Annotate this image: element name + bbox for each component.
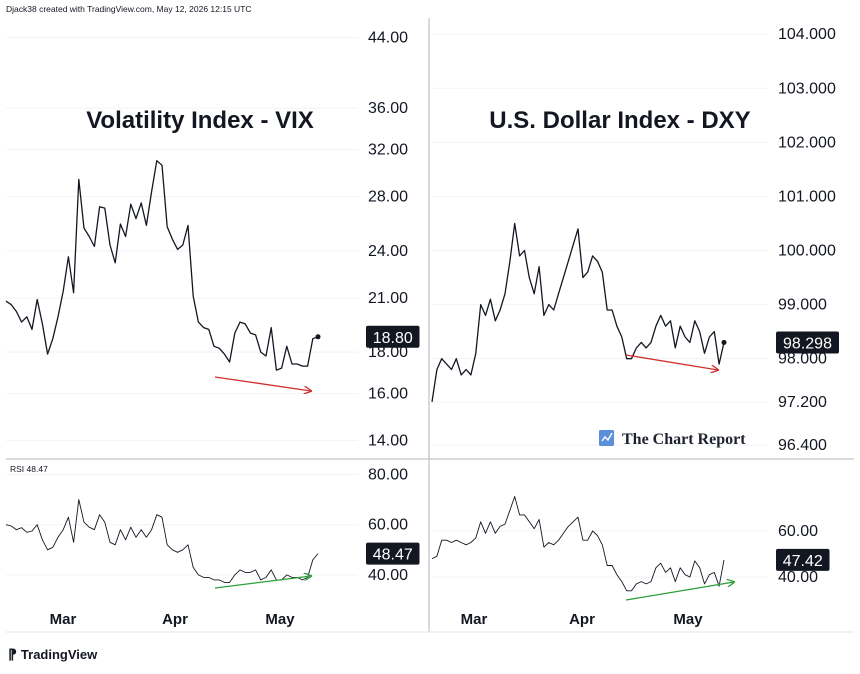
x-axis-label: Mar xyxy=(50,611,77,628)
y-tick-label: 80.00 xyxy=(368,467,408,484)
y-tick-label: 14.00 xyxy=(368,433,408,450)
chart-title: U.S. Dollar Index - DXY xyxy=(489,107,750,134)
y-tick-label: 21.00 xyxy=(368,290,408,307)
last-value-badge xyxy=(366,325,420,348)
trend-arrow xyxy=(625,582,734,601)
last-value-label: 18.80 xyxy=(373,330,413,347)
y-tick-label: 24.00 xyxy=(368,243,408,260)
y-tick-label: 96.400 xyxy=(778,437,827,454)
vix-price-last-point xyxy=(315,334,321,340)
y-tick-label: 60.00 xyxy=(778,523,818,540)
x-axis-label: May xyxy=(265,611,295,628)
grid-layer xyxy=(6,33,768,578)
dxy-price-series-line xyxy=(431,222,725,402)
x-axis-label: Apr xyxy=(162,611,188,628)
tradingview-logo-text: TradingView xyxy=(20,647,98,662)
y-tick-label: 104.000 xyxy=(778,26,836,43)
header-text: Djack38 created with TradingView.com, Ma… xyxy=(6,4,252,14)
y-tick-label: 100.000 xyxy=(778,243,836,260)
last-value-badge xyxy=(776,548,830,571)
trend-arrow xyxy=(214,576,311,589)
trend-arrow xyxy=(625,354,718,370)
y-tick-label: 40.00 xyxy=(778,569,818,586)
divider-layer xyxy=(6,18,854,633)
last-value-label: 47.42 xyxy=(783,553,823,570)
x-axis-label: Mar xyxy=(461,611,488,628)
y-tick-label: 16.00 xyxy=(368,386,408,403)
tradingview-icon: ⁋ xyxy=(8,646,17,662)
y-tick-label: 40.00 xyxy=(368,567,408,584)
dxy-rsi-series-line xyxy=(431,496,725,592)
y-tick-label: 98.000 xyxy=(778,351,827,368)
tradingview-logo[interactable]: ⁋ TradingView xyxy=(8,646,97,663)
y-tick-label: 97.200 xyxy=(778,394,827,411)
x-axis-label: Apr xyxy=(569,611,595,628)
vix-rsi-series-line xyxy=(5,499,319,583)
chart-report-icon-line xyxy=(601,432,613,442)
x-axis-label: May xyxy=(673,611,703,628)
last-value-label: 98.298 xyxy=(783,336,832,353)
rsi-label: RSI 48.47 xyxy=(10,464,48,474)
y-tick-label: 103.000 xyxy=(778,80,836,97)
label-layer: 44.00 36.00 32.00 28.00 24.00 21.00 18.00 16.00… xyxy=(10,26,839,628)
last-value-badge xyxy=(776,331,839,354)
chart-report-watermark: The Chart Report xyxy=(599,430,746,448)
chart-title: Volatility Index - VIX xyxy=(86,107,314,134)
last-value-badge xyxy=(366,542,420,565)
last-value-label: 48.47 xyxy=(373,547,413,564)
watermark-text: The Chart Report xyxy=(622,431,746,448)
y-tick-label: 99.000 xyxy=(778,297,827,314)
vix-price-series-line xyxy=(5,160,319,371)
y-tick-label: 101.000 xyxy=(778,188,836,205)
y-tick-label: 32.00 xyxy=(368,142,408,159)
series-layer xyxy=(5,160,727,592)
y-tick-label: 28.00 xyxy=(368,189,408,206)
y-tick-label: 36.00 xyxy=(368,100,408,117)
y-tick-label: 18.00 xyxy=(368,344,408,361)
trend-arrow xyxy=(214,376,311,391)
y-tick-label: 44.00 xyxy=(368,29,408,46)
y-tick-label: 60.00 xyxy=(368,517,408,534)
dxy-price-last-point xyxy=(721,339,727,345)
y-tick-label: 102.000 xyxy=(778,134,836,151)
